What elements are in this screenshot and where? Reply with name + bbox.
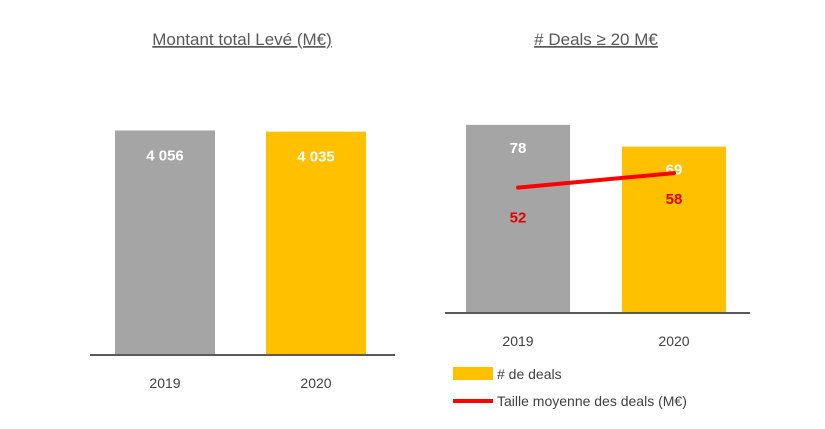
avg-deal-size-label-2020: 58: [666, 191, 683, 208]
left-chart: Montant total Levé (M€) 2019 2020 4 056 …: [90, 30, 395, 391]
right-bar-value-2020: 69: [666, 162, 683, 179]
right-chart-title: # Deals ≥ 20 M€: [534, 30, 658, 49]
left-tick-label-2020: 2020: [300, 375, 331, 391]
legend-label-avg-size: Taille moyenne des deals (M€): [497, 393, 687, 409]
left-bar-value-2020: 4 035: [297, 149, 335, 166]
legend-label-deals: # de deals: [497, 366, 562, 382]
right-bar-value-2019: 78: [510, 140, 527, 157]
right-tick-label-2019: 2019: [502, 333, 533, 349]
left-bar-value-2019: 4 056: [146, 147, 184, 164]
avg-deal-size-label-2019: 52: [510, 210, 527, 227]
legend-swatch-deals: [453, 367, 493, 380]
left-tick-label-2019: 2019: [149, 375, 180, 391]
legend: # de deals Taille moyenne des deals (M€): [453, 366, 687, 409]
right-bar-2019: [466, 124, 570, 313]
left-bar-2019: [115, 130, 215, 355]
avg-deal-size-line: [516, 171, 676, 190]
left-chart-title: Montant total Levé (M€): [152, 30, 332, 49]
right-tick-label-2020: 2020: [658, 333, 689, 349]
left-bar-2020: [266, 131, 366, 355]
right-chart: # Deals ≥ 20 M€ 2019 2020 78 69 52 58 # …: [445, 30, 750, 409]
